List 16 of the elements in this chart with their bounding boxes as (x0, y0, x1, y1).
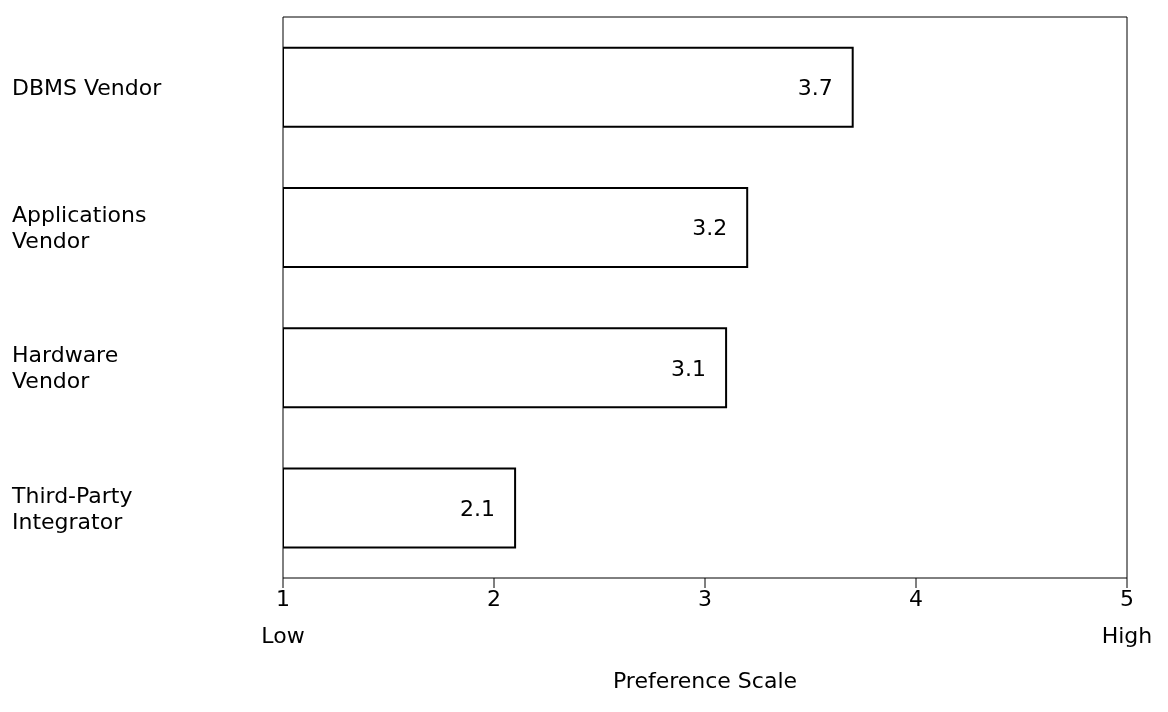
data-label: 2.1 (460, 495, 496, 521)
y-tick-label: Applications Vendor (12, 202, 147, 254)
y-tick-label: DBMS Vendor (12, 74, 163, 100)
x-tick-label: 3 (698, 585, 712, 611)
x-tick-label: 1 (276, 585, 290, 611)
text: High (1101, 623, 1153, 648)
x-axis-title: Preference Scale (612, 668, 798, 693)
data-label: 3.7 (797, 75, 833, 101)
x-tick-label: 4 (909, 585, 923, 611)
data-label: 3.2 (692, 215, 728, 241)
y-tick-label: Third-Party Integrator (11, 482, 133, 534)
data-label: 3.1 (671, 355, 707, 381)
text: Low (261, 623, 305, 648)
x-tick-label: 2 (487, 585, 501, 611)
y-tick-label: Hardware Vendor (12, 342, 119, 394)
x-tick-label: 5 (1120, 585, 1134, 611)
